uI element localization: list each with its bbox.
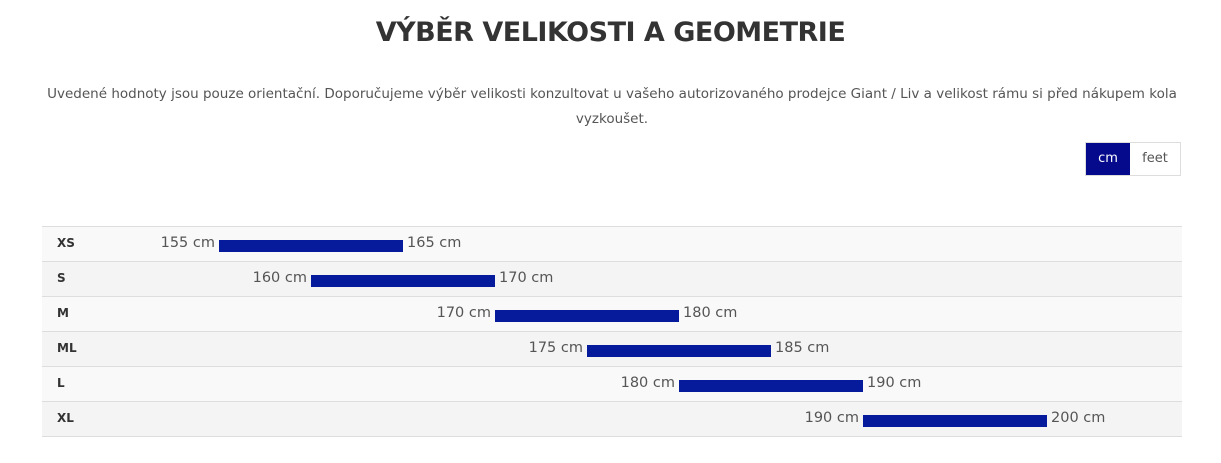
page-title: VÝBĚR VELIKOSTI A GEOMETRIE — [375, 17, 846, 48]
min-height-label: 155 cm — [160, 235, 215, 251]
size-label: XS — [57, 236, 75, 250]
size-row: L 180 cm 190 cm — [42, 367, 1182, 402]
max-height-label: 180 cm — [683, 305, 738, 321]
max-height-label: 165 cm — [407, 235, 462, 251]
size-label: XL — [57, 411, 74, 425]
size-label: ML — [57, 341, 77, 355]
height-range-bar — [495, 310, 679, 322]
size-chart: XS 155 cm 165 cm S 160 cm 170 cm M 170 cm 180 cm… — [42, 226, 1182, 437]
size-label: S — [57, 271, 66, 285]
height-range-bar — [863, 415, 1047, 427]
height-range-bar — [587, 345, 771, 357]
intro-text: Uvedené hodnoty jsou pouze orientační. D… — [47, 86, 1177, 127]
min-height-label: 175 cm — [528, 340, 583, 356]
min-height-label: 170 cm — [436, 305, 491, 321]
size-row: M 170 cm 180 cm — [42, 297, 1182, 332]
size-row: XL 190 cm 200 cm — [42, 402, 1182, 437]
size-label: L — [57, 376, 65, 390]
min-height-label: 190 cm — [804, 410, 859, 426]
size-row: ML 175 cm 185 cm — [42, 332, 1182, 367]
height-range-bar — [679, 380, 863, 392]
size-row: XS 155 cm 165 cm — [42, 227, 1182, 262]
max-height-label: 170 cm — [499, 270, 554, 286]
size-label: M — [57, 306, 69, 320]
unit-feet-button[interactable]: feet — [1130, 143, 1180, 175]
unit-toggle: cm feet — [1085, 142, 1181, 176]
max-height-label: 185 cm — [775, 340, 830, 356]
height-range-bar — [219, 240, 403, 252]
max-height-label: 190 cm — [867, 375, 922, 391]
unit-cm-button[interactable]: cm — [1086, 143, 1130, 175]
max-height-label: 200 cm — [1051, 410, 1106, 426]
min-height-label: 160 cm — [252, 270, 307, 286]
size-row: S 160 cm 170 cm — [42, 262, 1182, 297]
min-height-label: 180 cm — [620, 375, 675, 391]
height-range-bar — [311, 275, 495, 287]
